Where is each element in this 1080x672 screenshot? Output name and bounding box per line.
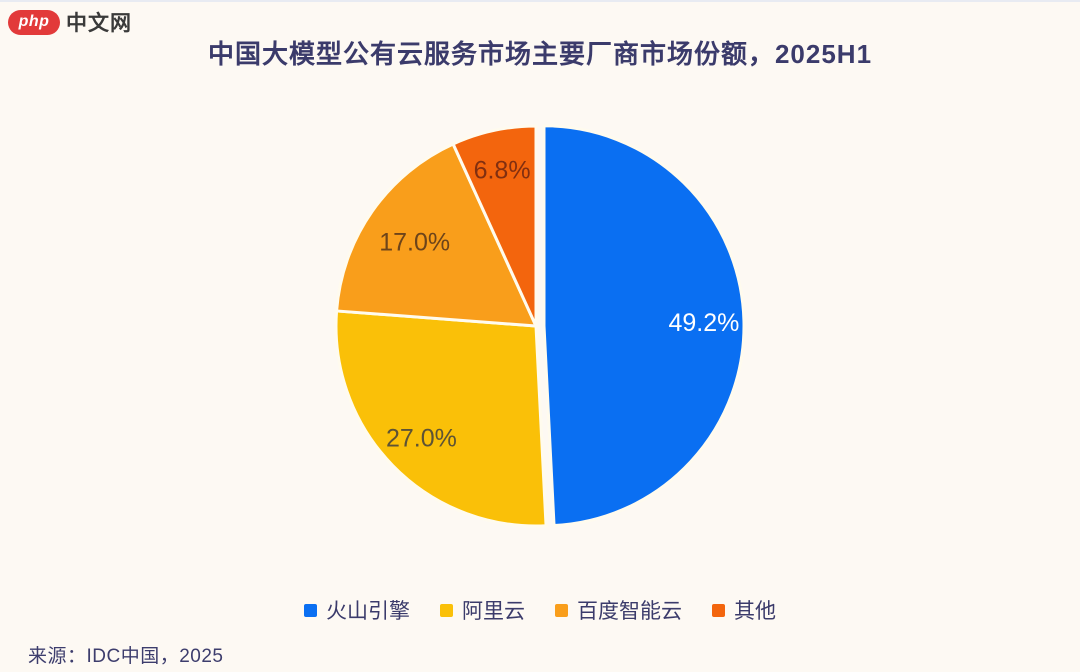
pie-slice-百度智能云 (335, 142, 538, 328)
slice-value-label: 6.8% (474, 157, 531, 185)
php-logo-icon: php (8, 9, 60, 35)
source-note: 来源：IDC中国，2025 (28, 646, 224, 667)
chart-legend: 火山引擎 阿里云 百度智能云 其他 (0, 595, 1080, 625)
legend-swatch-icon (712, 603, 725, 617)
legend-label: 百度智能云 (577, 600, 682, 623)
slice-value-label: 49.2% (669, 309, 740, 337)
legend-label: 其他 (734, 600, 776, 623)
pie-slice-火山引擎 (542, 124, 746, 528)
legend-swatch-icon (440, 603, 453, 617)
legend-label: 火山引擎 (326, 600, 410, 623)
site-logo[interactable]: php 中文网 (8, 7, 132, 37)
chart-title: 中国大模型公有云服务市场主要厂商市场份额，2025H1 (207, 39, 873, 69)
legend-swatch-icon (555, 603, 568, 617)
slice-value-label: 27.0% (386, 425, 457, 453)
pie-slice-阿里云 (334, 309, 548, 528)
slice-value-label: 17.0% (379, 228, 450, 256)
pie-slice-其他 (451, 124, 538, 328)
legend-item-火山引擎: 火山引擎 (304, 595, 410, 625)
legend-swatch-icon (304, 603, 317, 617)
legend-label: 阿里云 (462, 600, 525, 623)
legend-item-百度智能云: 百度智能云 (555, 595, 682, 625)
top-divider (0, 0, 1080, 2)
legend-item-其他: 其他 (712, 595, 776, 625)
legend-item-阿里云: 阿里云 (440, 595, 525, 625)
site-logo-text: 中文网 (66, 12, 132, 35)
